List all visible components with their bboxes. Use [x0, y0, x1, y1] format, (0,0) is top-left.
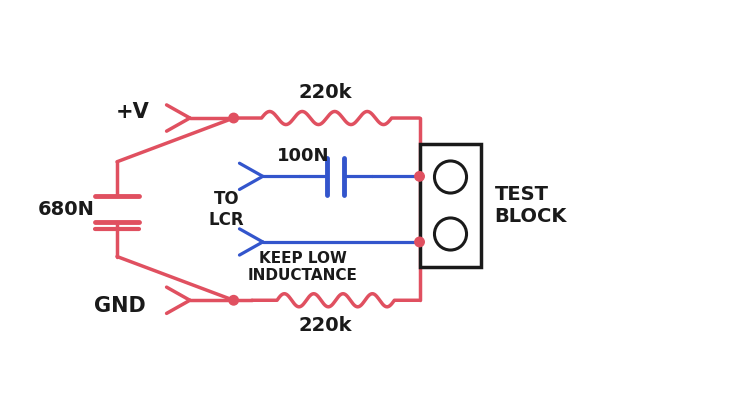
Text: 100N: 100N: [276, 148, 329, 165]
Text: +V: +V: [116, 102, 150, 122]
Text: 680N: 680N: [38, 200, 94, 219]
Text: 220k: 220k: [298, 83, 352, 102]
Text: TO
LCR: TO LCR: [209, 190, 244, 229]
Text: TEST
BLOCK: TEST BLOCK: [495, 185, 567, 226]
Text: 220k: 220k: [298, 316, 352, 335]
Bar: [419, 143, 481, 268]
Circle shape: [229, 113, 238, 123]
Circle shape: [415, 237, 425, 247]
Circle shape: [415, 172, 425, 181]
Text: GND: GND: [94, 296, 146, 316]
Circle shape: [229, 296, 238, 305]
Text: KEEP LOW
INDUCTANCE: KEEP LOW INDUCTANCE: [248, 251, 358, 283]
